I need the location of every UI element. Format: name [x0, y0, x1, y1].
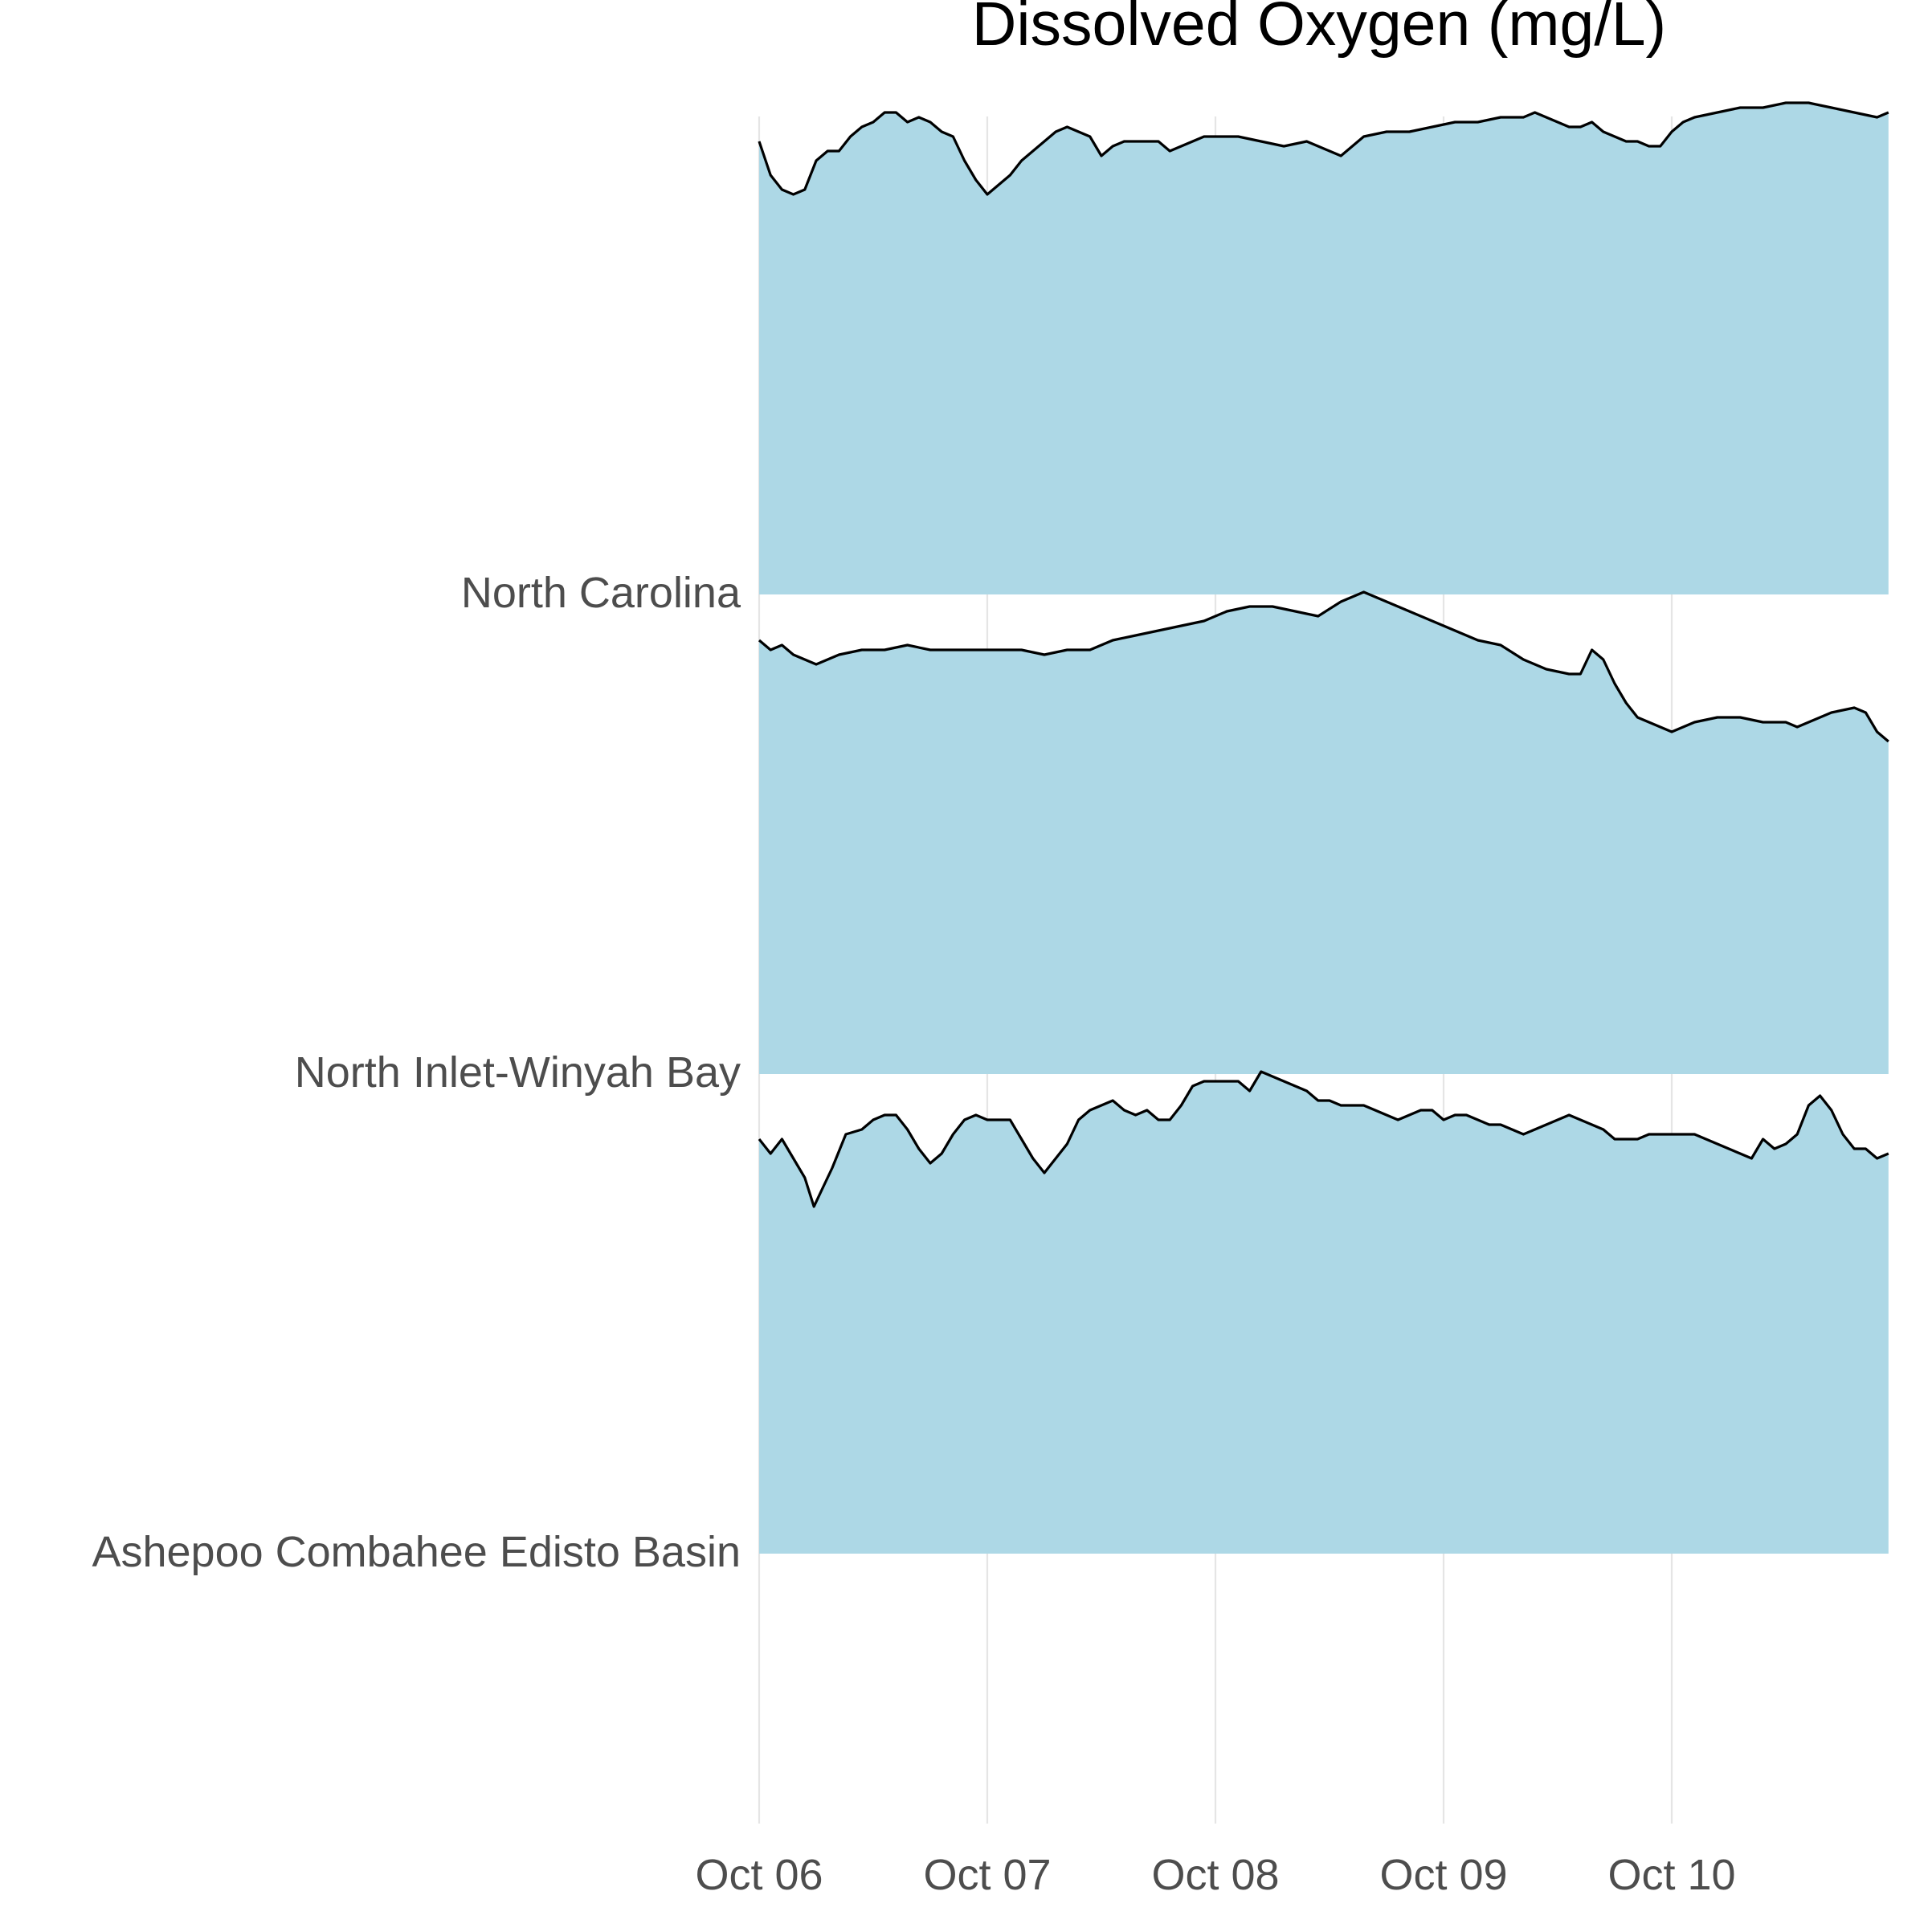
x-axis-labels: Oct 06 Oct 07 Oct 08 Oct 09 Oct 10 [695, 1851, 1735, 1899]
y-axis-labels: North Carolina North Inlet-Winyah Bay Ashe… [92, 569, 741, 1576]
x-tick-label: Oct 07 [923, 1851, 1051, 1899]
ridge-area [759, 1072, 1889, 1554]
ridge-layer [758, 101, 1889, 1554]
y-category-label: North Inlet-Winyah Bay [295, 1048, 741, 1097]
y-category-label: Ashepoo Combahee Edisto Basin [92, 1528, 741, 1576]
ridge-line [758, 590, 1889, 743]
ridge-line [758, 101, 1889, 196]
x-tick-label: Oct 06 [695, 1851, 823, 1899]
ridge-area [759, 592, 1889, 1074]
x-tick-label: Oct 10 [1607, 1851, 1735, 1899]
ridge-line [758, 1070, 1889, 1208]
ridge-area [759, 103, 1889, 594]
x-tick-label: Oct 09 [1379, 1851, 1507, 1899]
y-category-label: North Carolina [461, 569, 741, 617]
chart-title: Dissolved Oxygen (mg/L) [972, 0, 1666, 59]
x-tick-label: Oct 08 [1151, 1851, 1279, 1899]
